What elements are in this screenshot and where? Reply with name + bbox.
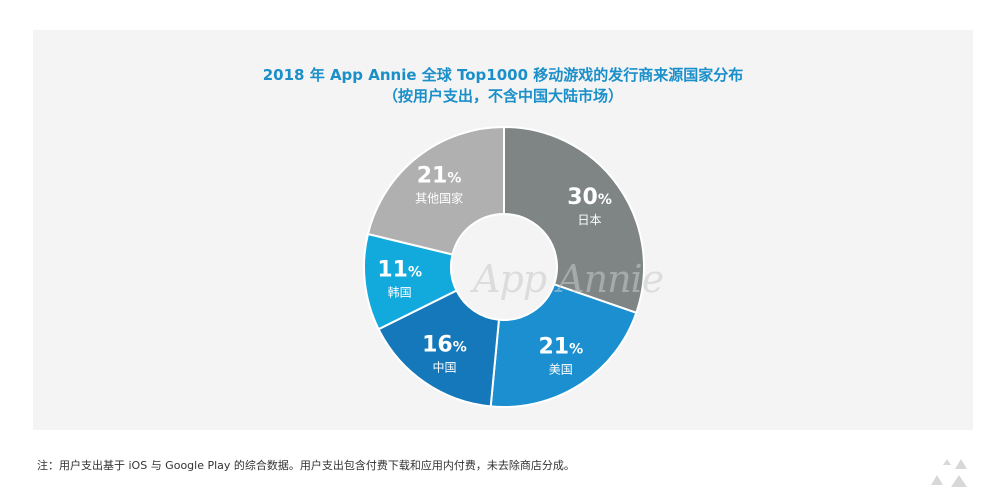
slice-category-label: 中国	[432, 359, 456, 374]
slice-1	[503, 125, 645, 315]
slice-category-label: 其他国家	[415, 190, 463, 205]
slice-value-label: 16%	[422, 332, 467, 357]
slice-category-label: 韩国	[388, 285, 412, 300]
corner-logo-icon	[931, 459, 967, 487]
slice-value-label: 21%	[538, 334, 583, 359]
chart-panel: 2018 年 App Annie 全球 Top1000 移动游戏的发行商来源国家…	[33, 30, 973, 430]
slice-value-label: 11%	[377, 258, 422, 283]
donut-chart: 30% 日本 21% 美国 16% 中国 11% 韩国 21% 其他国家	[363, 125, 645, 408]
slice-value-label: 30%	[567, 185, 612, 210]
slice-3	[377, 289, 501, 408]
slice-category-label: 日本	[578, 213, 602, 227]
slice-value-label: 21%	[417, 163, 462, 188]
chart-subtitle: （按用户支出，不含中国大陆市场）	[382, 87, 623, 105]
slice-2	[489, 283, 638, 408]
footnote: 注：用户支出基于 iOS 与 Google Play 的综合数据。用户支出包含付…	[37, 459, 575, 472]
app-annie-watermark: App Annie	[473, 257, 664, 301]
slice-category-label: 美国	[549, 362, 573, 376]
chart-title: 2018 年 App Annie 全球 Top1000 移动游戏的发行商来源国家…	[262, 66, 744, 84]
slice-5	[366, 125, 505, 256]
